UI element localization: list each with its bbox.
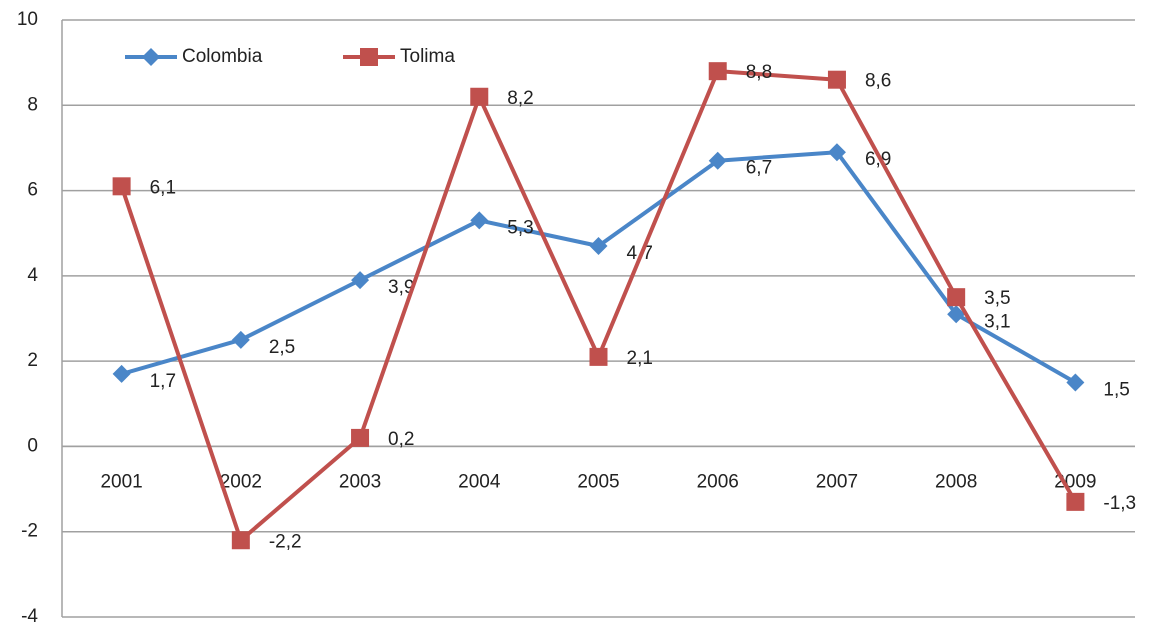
point <box>947 288 966 307</box>
data-label: 6,7 <box>746 158 772 179</box>
point <box>351 271 370 290</box>
point <box>708 151 727 170</box>
y-tick-label: 6 <box>27 180 38 201</box>
point <box>827 143 846 162</box>
data-label: 3,9 <box>388 277 414 298</box>
x-tick-label: 2007 <box>816 471 858 492</box>
y-tick-label: 0 <box>27 435 38 456</box>
x-tick-label: 2004 <box>458 471 501 492</box>
data-label: 2,1 <box>627 348 653 369</box>
point <box>827 70 846 89</box>
x-tick-label: 2006 <box>697 471 739 492</box>
point <box>589 347 608 366</box>
point <box>1066 373 1085 392</box>
point <box>231 531 250 550</box>
y-tick-label: -4 <box>21 606 38 627</box>
x-tick-label: 2002 <box>220 471 262 492</box>
point <box>589 237 608 256</box>
point <box>947 305 966 324</box>
point <box>112 177 131 196</box>
y-tick-label: 4 <box>27 265 38 286</box>
legend-label: Colombia <box>182 46 263 67</box>
data-label: 2,5 <box>269 337 295 358</box>
point <box>351 428 370 447</box>
series-line <box>119 69 1078 543</box>
y-tick-label: 8 <box>27 94 38 115</box>
data-label: 5,3 <box>507 217 533 238</box>
point <box>708 62 727 81</box>
y-tick-label: -2 <box>21 521 38 542</box>
data-label: 1,5 <box>1103 379 1129 400</box>
data-label: 8,6 <box>865 71 891 92</box>
x-tick-label: 2001 <box>100 471 142 492</box>
point <box>231 330 250 349</box>
data-label: 3,5 <box>984 288 1010 309</box>
point <box>470 211 489 230</box>
data-label: 1,7 <box>150 371 176 392</box>
data-label: -2,2 <box>269 531 302 552</box>
data-label: -1,3 <box>1103 493 1136 514</box>
x-tick-label: 2008 <box>935 471 977 492</box>
data-label: 8,2 <box>507 88 533 109</box>
data-label: 0,2 <box>388 429 414 450</box>
y-tick-label: 2 <box>27 350 38 371</box>
x-tick-label: 2003 <box>339 471 381 492</box>
data-label: 6,1 <box>150 177 176 198</box>
data-label: 3,1 <box>984 311 1010 332</box>
y-tick-label: 10 <box>17 9 38 30</box>
legend-label: Tolima <box>400 46 455 67</box>
point <box>1066 492 1085 511</box>
legend-marker <box>360 48 378 66</box>
legend-marker <box>142 48 160 66</box>
data-label: 8,8 <box>746 62 772 83</box>
x-tick-label: 2005 <box>577 471 619 492</box>
point <box>112 364 131 383</box>
point <box>470 87 489 106</box>
